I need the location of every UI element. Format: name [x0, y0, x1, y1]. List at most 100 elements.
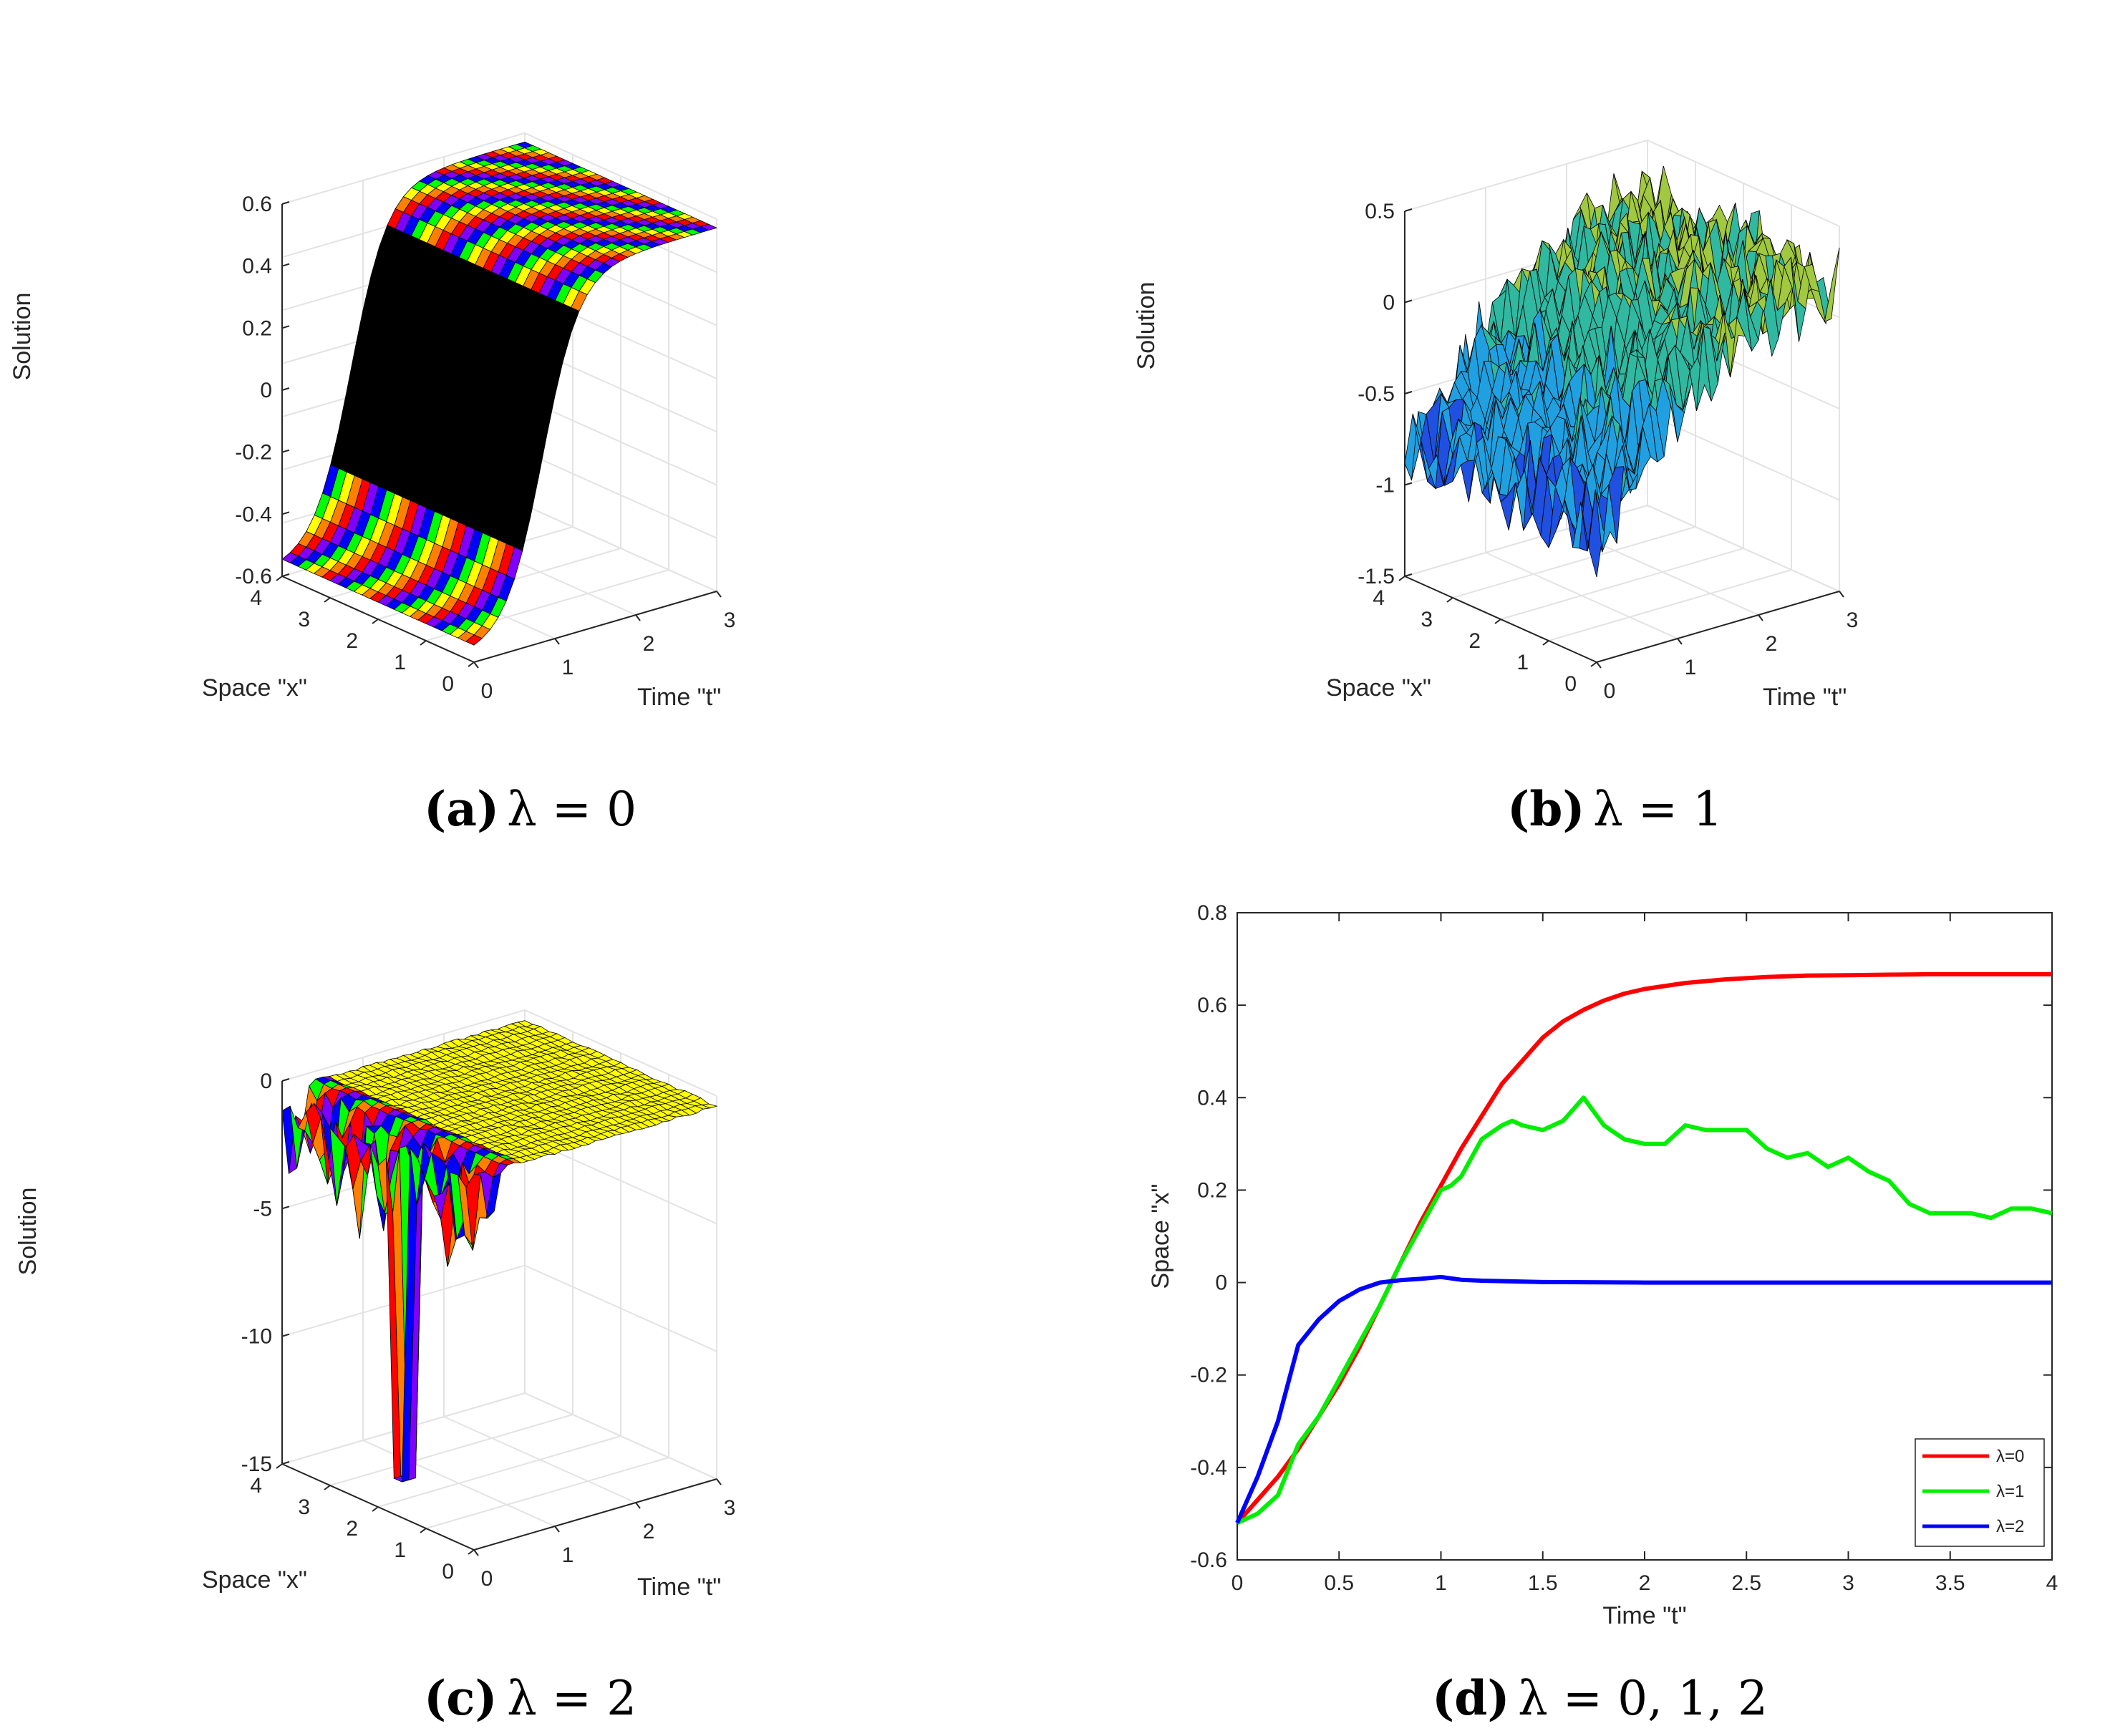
- x-tick-label: 4: [250, 586, 262, 610]
- x-tick-mark: [372, 619, 379, 624]
- x-tick-label: 3: [298, 1495, 310, 1519]
- t-tick-label: 1: [1685, 656, 1697, 679]
- grid-line: [1404, 504, 1840, 592]
- t-tick-label: 3: [724, 1496, 736, 1520]
- z-tick-label: 0: [1383, 291, 1395, 315]
- z-tick-mark: [1404, 208, 1413, 212]
- legend-label-lambda-2: λ=2: [1996, 1517, 2024, 1536]
- z-tick-mark: [1404, 573, 1413, 577]
- x-tick-label: 1: [394, 651, 406, 674]
- x-tick-label: 1: [394, 1538, 406, 1562]
- x-tick-label: 0: [1231, 1571, 1244, 1595]
- z-tick-mark: [281, 1078, 290, 1082]
- x-tick-mark: [324, 1485, 331, 1490]
- grid-line: [1500, 548, 1744, 620]
- t-tick-label: 0: [481, 679, 493, 703]
- x-tick-mark: [372, 1506, 379, 1512]
- grid-line: [1548, 569, 1792, 641]
- grid-line: [377, 1435, 621, 1508]
- series-line-lambda-2: [1235, 1274, 2052, 1524]
- panel-d-ticks: 0 0.5 1 1.5 2 2.5 3 3.5 4 -0.6 -0.4 -0.2 0 0.2 0.4 0.6 0…: [1190, 901, 2058, 1595]
- t-tick-label: 1: [562, 656, 574, 679]
- panel-a-z-ticks: 0.6 0.4 0.2 0 -0.2 -0.4 -0.6: [235, 193, 290, 588]
- t-tick-label: 0: [1604, 679, 1616, 703]
- surface-patch: [700, 1103, 718, 1109]
- panel-b-tlabel: Time "t": [1763, 684, 1847, 711]
- x-tick-mark: [420, 640, 427, 646]
- grid-line: [281, 1009, 717, 1097]
- panel-b-surface: [1404, 165, 1840, 578]
- z-tick-label: -15: [241, 1453, 272, 1476]
- panel-c-t-ticks: 0 1 2 3: [473, 1478, 736, 1591]
- y-tick-label: -0.4: [1190, 1456, 1227, 1480]
- legend-label-lambda-1: λ=1: [1996, 1482, 2024, 1501]
- y-tick-label: -0.6: [1190, 1548, 1227, 1572]
- z-tick-label: 0.6: [242, 193, 272, 216]
- t-axis-line: [473, 591, 717, 663]
- panel-c-caption-expr: λ = 2: [507, 1671, 637, 1726]
- y-tick-label: 0.4: [1197, 1086, 1227, 1110]
- panel-d-xlabel: Time "t": [1602, 1602, 1686, 1629]
- panel-b: 0.5 0 -0.5 -1 -1.5 0 1 2 3 4 0 1 2 3 Solution Space…: [1133, 139, 1858, 837]
- x-tick-label: 2: [346, 1517, 358, 1541]
- x-tick-mark: [324, 597, 331, 603]
- t-tick-mark: [716, 1478, 722, 1485]
- x-tick-label: 0: [442, 1560, 454, 1584]
- x-tick-mark: [1590, 661, 1597, 667]
- z-tick-mark: [281, 325, 290, 329]
- z-tick-label: -0.5: [1358, 382, 1395, 406]
- grid-line: [329, 1414, 574, 1486]
- z-tick-label: -5: [253, 1197, 272, 1221]
- legend-label-lambda-0: λ=0: [1996, 1447, 2024, 1466]
- panel-a-x-ticks: 0 1 2 3 4: [250, 576, 475, 696]
- grid-line: [1452, 526, 1696, 598]
- y-tick-label: 0.8: [1197, 901, 1227, 925]
- surface-patch: [700, 223, 718, 231]
- z-tick-mark: [281, 1206, 290, 1210]
- panel-b-z-ticks: 0.5 0 -0.5 -1 -1.5: [1358, 200, 1413, 588]
- z-tick-label: -0.2: [235, 441, 272, 465]
- x-tick-label: 2: [1468, 629, 1481, 653]
- grid-line: [281, 132, 717, 220]
- panel-a-caption-expr: λ = 0: [507, 782, 637, 837]
- panel-a-zlabel: Solution: [9, 293, 36, 381]
- z-tick-mark: [281, 511, 290, 515]
- z-tick-label: -0.6: [235, 565, 272, 588]
- panel-b-xlabel: Space "x": [1326, 674, 1431, 702]
- panel-a: 0.6 0.4 0.2 0 -0.2 -0.4 -0.6 0 1 2 3 4 0 1 2 3 Soluti…: [9, 132, 735, 837]
- x-tick-label: 3: [1421, 608, 1433, 631]
- x-tick-mark: [468, 661, 475, 667]
- panel-d-ylabel: Space "x": [1147, 1184, 1174, 1289]
- t-tick-label: 1: [562, 1543, 574, 1567]
- grid-line: [1404, 139, 1840, 227]
- panel-c-zlabel: Solution: [14, 1188, 42, 1276]
- y-tick-label: 0.2: [1197, 1178, 1227, 1202]
- z-tick-label: 0.2: [242, 316, 272, 340]
- panel-b-t-ticks: 0 1 2 3: [1596, 591, 1858, 703]
- x-tick-label: 2.5: [1731, 1571, 1761, 1595]
- z-tick-mark: [281, 573, 290, 577]
- z-tick-label: -10: [241, 1325, 272, 1349]
- z-tick-mark: [1404, 299, 1413, 304]
- y-tick-label: 0: [1215, 1271, 1227, 1295]
- panel-d-legend: λ=0 λ=1 λ=2: [1915, 1438, 2045, 1547]
- t-tick-mark: [635, 1502, 641, 1509]
- surface-patch: [1824, 248, 1840, 322]
- x-tick-mark: [1494, 619, 1501, 624]
- z-tick-label: -0.4: [235, 503, 272, 526]
- t-tick-label: 2: [643, 632, 655, 656]
- t-tick-mark: [716, 591, 722, 598]
- panel-c-x-ticks: 0 1 2 3 4: [250, 1463, 475, 1584]
- z-tick-label: 0: [260, 1070, 272, 1093]
- panel-b-caption-expr: λ = 1: [1593, 782, 1723, 837]
- t-tick-label: 2: [1766, 632, 1778, 656]
- x-tick-label: 2: [346, 629, 358, 653]
- x-tick-label: 1.5: [1528, 1571, 1558, 1595]
- x-tick-label: 0: [1564, 672, 1577, 696]
- x-tick-mark: [468, 1549, 475, 1555]
- x-tick-mark: [1542, 640, 1549, 646]
- x-tick-mark: [420, 1528, 427, 1533]
- panel-b-zlabel: Solution: [1133, 282, 1160, 370]
- grid-line: [281, 1392, 717, 1480]
